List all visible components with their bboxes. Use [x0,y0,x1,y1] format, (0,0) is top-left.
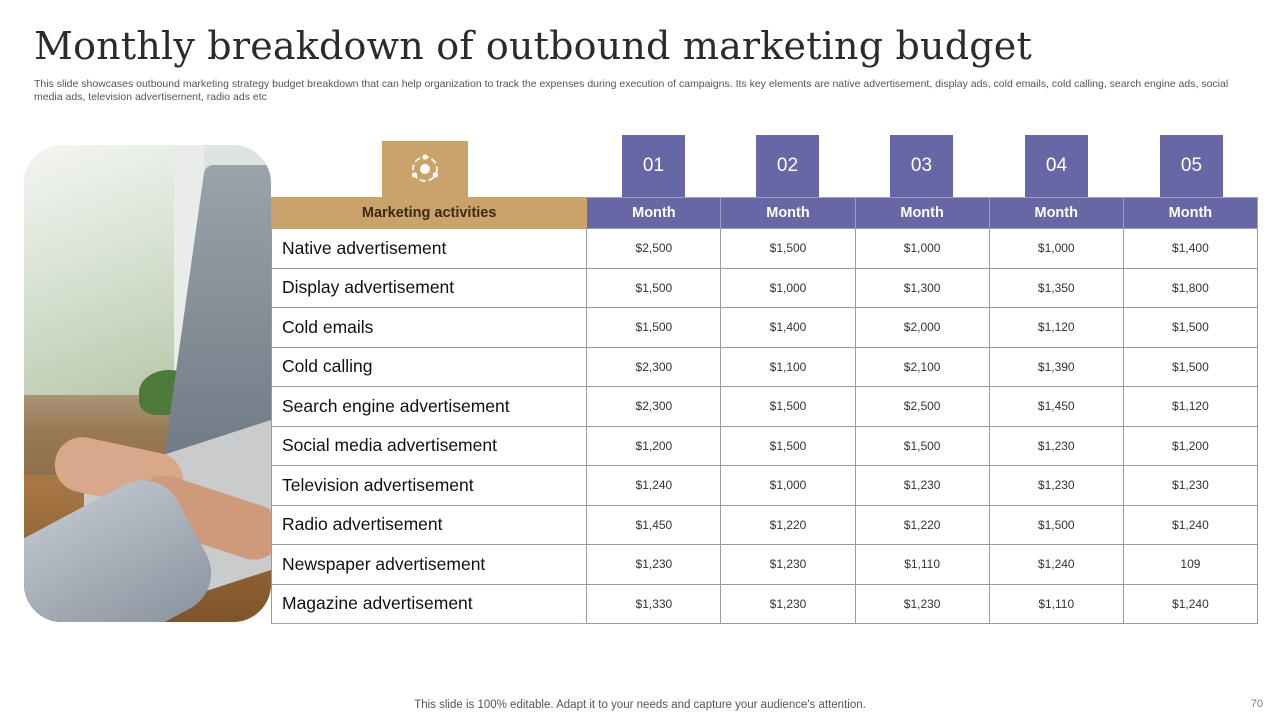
budget-cell: $2,500 [854,386,990,427]
header-month: Month [1122,197,1259,229]
budget-cell: 109 [1122,544,1259,585]
table-row: Cold calling $2,300 $1,100 $2,100 $1,390 $1,5… [270,346,1259,387]
budget-cell: $1,450 [586,504,722,545]
month-number-tab: 01 [622,135,685,197]
footer-note: This slide is 100% editable. Adapt it to… [414,699,866,711]
budget-cell: $1,120 [1122,386,1259,427]
month-number-tab: 04 [1025,135,1088,197]
budget-cell: $1,240 [1122,504,1259,545]
activity-name: Cold emails [270,307,588,348]
header-month: Month [586,197,722,229]
budget-table: Marketing activities Month Month Month M… [270,197,1259,624]
budget-cell: $1,400 [720,307,856,348]
budget-cell: $1,500 [586,267,722,308]
budget-cell: $1,330 [586,583,722,624]
activity-name: Cold calling [270,346,588,387]
budget-cell: $2,300 [586,346,722,387]
budget-cell: $1,200 [1122,425,1259,466]
budget-cell: $1,800 [1122,267,1259,308]
budget-cell: $1,230 [1122,465,1259,506]
month-number-tab: 05 [1160,135,1223,197]
budget-cell: $1,200 [586,425,722,466]
laptop-photo [24,145,271,622]
marketing-cycle-icon [382,141,468,197]
month-number-tab: 02 [756,135,819,197]
budget-cell: $2,000 [854,307,990,348]
budget-cell: $1,500 [720,386,856,427]
budget-cell: $1,230 [854,465,990,506]
budget-cell: $1,220 [854,504,990,545]
activity-name: Magazine advertisement [270,583,588,624]
activity-name: Radio advertisement [270,504,588,545]
header-month: Month [988,197,1124,229]
budget-cell: $1,450 [988,386,1124,427]
budget-cell: $2,500 [586,228,722,269]
budget-cell: $1,240 [1122,583,1259,624]
budget-cell: $1,240 [988,544,1124,585]
budget-cell: $1,230 [988,425,1124,466]
budget-cell: $1,100 [720,346,856,387]
budget-cell: $1,110 [854,544,990,585]
header-month: Month [720,197,856,229]
budget-cell: $1,230 [720,544,856,585]
budget-cell: $2,100 [854,346,990,387]
budget-cell: $1,120 [988,307,1124,348]
table-row: Magazine advertisement $1,330 $1,230 $1,230… [270,583,1259,624]
budget-cell: $1,350 [988,267,1124,308]
table-row: Radio advertisement $1,450 $1,220 $1,220 $1,… [270,504,1259,545]
budget-cell: $1,110 [988,583,1124,624]
table-row: Television advertisement $1,240 $1,000 $1,2… [270,465,1259,506]
budget-cell: $1,390 [988,346,1124,387]
month-number-tab: 03 [890,135,953,197]
table-row: Search engine advertisement $2,300 $1,500 $… [270,386,1259,427]
header-activity: Marketing activities [270,197,588,229]
budget-cell: $1,230 [586,544,722,585]
header-month: Month [854,197,990,229]
table-row: Native advertisement $2,500 $1,500 $1,000 $1… [270,228,1259,269]
activity-name: Native advertisement [270,228,588,269]
budget-cell: $1,230 [988,465,1124,506]
budget-cell: $1,000 [988,228,1124,269]
page-number: 70 [1250,698,1263,710]
budget-cell: $1,400 [1122,228,1259,269]
slide-title: Monthly breakdown of outbound marketing … [34,24,1032,68]
budget-cell: $1,230 [854,583,990,624]
budget-cell: $1,500 [1122,346,1259,387]
table-row: Display advertisement $1,500 $1,000 $1,300 $… [270,267,1259,308]
activity-name: Search engine advertisement [270,386,588,427]
budget-cell: $1,000 [854,228,990,269]
slide-subtitle: This slide showcases outbound marketing … [34,78,1229,103]
activity-name: Newspaper advertisement [270,544,588,585]
budget-cell: $1,500 [720,228,856,269]
budget-cell: $1,500 [854,425,990,466]
budget-cell: $1,300 [854,267,990,308]
budget-cell: $1,500 [720,425,856,466]
activity-name: Social media advertisement [270,425,588,466]
budget-cell: $2,300 [586,386,722,427]
activity-name: Display advertisement [270,267,588,308]
budget-cell: $1,220 [720,504,856,545]
budget-cell: $1,500 [586,307,722,348]
table-row: Social media advertisement $1,200 $1,500 $1… [270,425,1259,466]
budget-cell: $1,500 [988,504,1124,545]
budget-cell: $1,230 [720,583,856,624]
table-row: Cold emails $1,500 $1,400 $2,000 $1,120 $1,50… [270,307,1259,348]
budget-cell: $1,240 [586,465,722,506]
table-row: Newspaper advertisement $1,230 $1,230 $1,11… [270,544,1259,585]
activity-name: Television advertisement [270,465,588,506]
budget-cell: $1,500 [1122,307,1259,348]
table-header-row: Marketing activities Month Month Month M… [270,197,1259,229]
budget-cell: $1,000 [720,267,856,308]
budget-cell: $1,000 [720,465,856,506]
